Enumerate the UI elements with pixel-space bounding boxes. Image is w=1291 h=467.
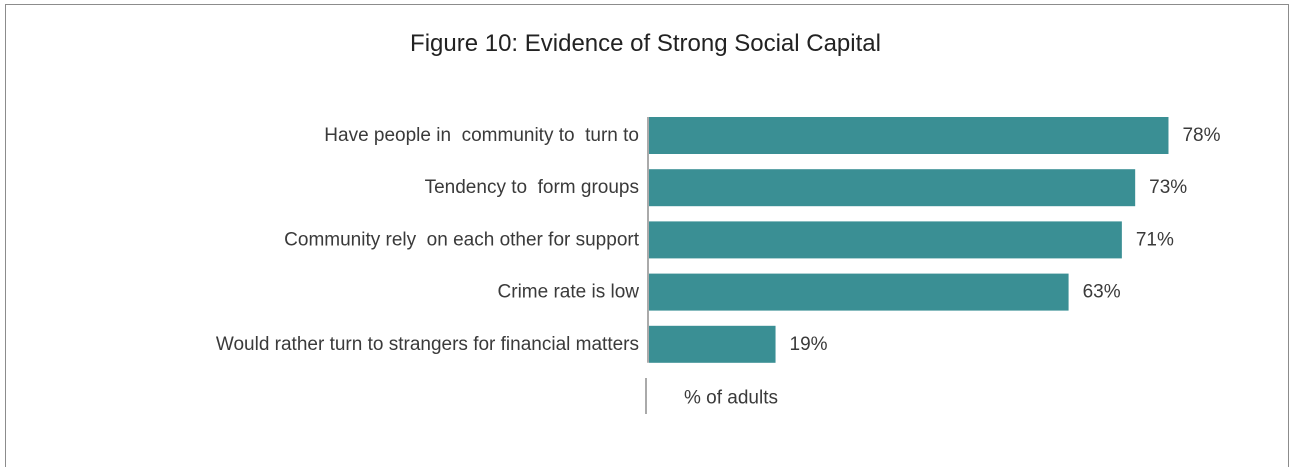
category-label: Community rely on each other for support bbox=[284, 229, 640, 250]
bar bbox=[649, 273, 1069, 311]
category-label: Would rather turn to strangers for finan… bbox=[216, 334, 639, 355]
data-label: 71% bbox=[1136, 229, 1174, 250]
category-label: Tendency to form groups bbox=[425, 177, 639, 198]
bar bbox=[649, 221, 1122, 259]
bar bbox=[649, 325, 776, 363]
x-axis-label: % of adults bbox=[684, 388, 778, 409]
bar bbox=[649, 117, 1169, 154]
bar bbox=[649, 169, 1136, 207]
data-label: 73% bbox=[1149, 177, 1187, 198]
data-label: 19% bbox=[790, 334, 828, 355]
chart-title: Figure 10: Evidence of Strong Social Cap… bbox=[410, 30, 881, 57]
data-label: 78% bbox=[1182, 125, 1220, 146]
category-label: Crime rate is low bbox=[498, 282, 640, 303]
category-label: Have people in community to turn to bbox=[324, 125, 639, 146]
data-label: 63% bbox=[1083, 282, 1121, 303]
